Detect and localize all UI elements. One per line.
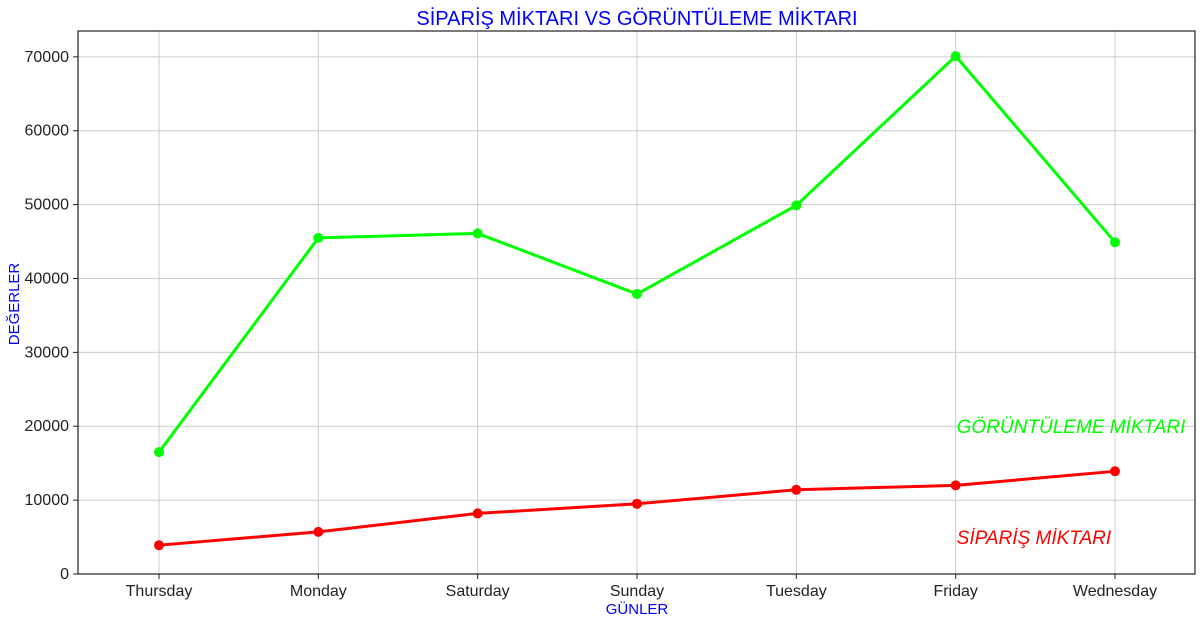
data-point — [1110, 237, 1120, 248]
x-tick-label: Saturday — [446, 583, 510, 600]
axes: 0 10000 20000 30000 40000 50000 60000 70000 Thur… — [25, 30, 1196, 600]
y-tick-label: 60000 — [25, 123, 70, 140]
grid — [78, 31, 1195, 575]
data-point — [154, 540, 164, 551]
labels: SİPARİŞ MİKTARI VS GÖRÜNTÜLEME MİKTARI G… — [6, 7, 858, 618]
x-tick-label: Friday — [933, 583, 977, 600]
y-tick-label: 0 — [60, 566, 69, 583]
x-tick-label: Wednesday — [1073, 583, 1157, 600]
data-point — [313, 526, 324, 537]
x-tick-label: Monday — [290, 583, 347, 600]
data-point — [154, 447, 164, 458]
x-axis-label: GÜNLER — [606, 600, 669, 618]
y-tick-label: 40000 — [25, 270, 70, 287]
data-point — [472, 508, 483, 519]
data-point — [950, 51, 961, 62]
y-tick-label: 10000 — [25, 492, 70, 509]
data-point — [791, 484, 802, 495]
data-point — [313, 232, 324, 243]
annotations: GÖRÜNTÜLEME MİKTARI SİPARİŞ MİKTARI — [957, 417, 1186, 549]
y-tick-label: 70000 — [25, 49, 70, 66]
x-tick-label: Sunday — [610, 583, 664, 600]
y-tick-label: 50000 — [25, 197, 70, 214]
annotation-label: GÖRÜNTÜLEME MİKTARI — [957, 417, 1186, 438]
data-point — [791, 200, 802, 211]
data-point — [950, 480, 961, 491]
plot-frame — [77, 30, 1196, 575]
x-tick-label: Tuesday — [766, 583, 827, 600]
chart-title: SİPARİŞ MİKTARI VS GÖRÜNTÜLEME MİKTARI — [416, 7, 857, 30]
data-point — [632, 289, 642, 300]
data-point — [1110, 466, 1120, 477]
y-axis-label: DEĞERLER — [6, 263, 23, 346]
y-tick-label: 20000 — [25, 418, 70, 435]
series-0 — [154, 51, 1120, 458]
data-point — [472, 228, 483, 239]
annotation-label: SİPARİŞ MİKTARI — [957, 528, 1112, 549]
data-point — [632, 498, 642, 509]
y-tick-label: 30000 — [25, 344, 70, 361]
series — [154, 51, 1120, 551]
x-tick-label: Thursday — [126, 583, 193, 600]
series-1 — [154, 466, 1120, 551]
